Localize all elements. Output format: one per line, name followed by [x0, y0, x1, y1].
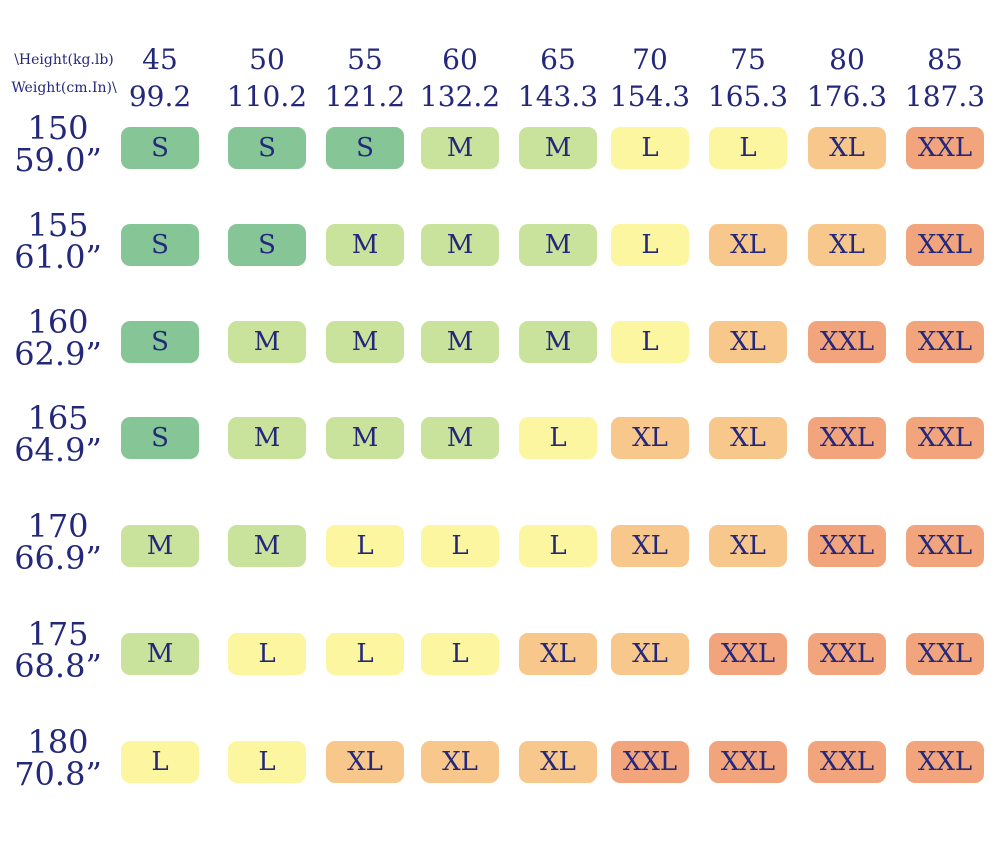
size-cell: XL	[421, 741, 499, 783]
weight-kg: 50	[249, 43, 285, 76]
height-in: 59.0”	[14, 141, 102, 179]
weight-lb: 154.3	[609, 80, 691, 113]
size-cell: S	[326, 127, 404, 169]
height-in: 62.9”	[14, 335, 102, 373]
size-cell: XL	[808, 127, 886, 169]
height-in: 70.8”	[14, 755, 102, 793]
size-cell: XXL	[709, 633, 787, 675]
weight-lb: 132.2	[419, 80, 501, 113]
size-cell: L	[121, 741, 199, 783]
size-cell: XL	[709, 525, 787, 567]
size-cell: L	[709, 127, 787, 169]
size-cell: XXL	[808, 321, 886, 363]
height-in: 66.9”	[14, 539, 102, 577]
size-cell: XXL	[808, 525, 886, 567]
size-cell: XXL	[906, 321, 984, 363]
size-cell: XXL	[808, 417, 886, 459]
size-cell: XL	[611, 417, 689, 459]
size-cell: L	[421, 525, 499, 567]
height-cm: 175	[27, 615, 89, 653]
weight-lb: 121.2	[324, 80, 406, 113]
size-cell: S	[121, 417, 199, 459]
size-cell: L	[519, 525, 597, 567]
weight-kg: 70	[632, 43, 668, 76]
weight-lb: 176.3	[806, 80, 888, 113]
corner-label: Weight(cm.In)\	[11, 80, 117, 96]
size-cell: XL	[326, 741, 404, 783]
weight-kg: 75	[730, 43, 766, 76]
size-cell: M	[519, 224, 597, 266]
size-cell: XL	[709, 224, 787, 266]
weight-lb: 165.3	[707, 80, 789, 113]
size-cell: L	[611, 224, 689, 266]
weight-kg: 45	[142, 43, 178, 76]
size-cell: S	[228, 224, 306, 266]
size-cell: M	[228, 525, 306, 567]
size-cell: M	[326, 321, 404, 363]
size-cell: L	[611, 321, 689, 363]
weight-lb: 99.2	[128, 80, 192, 113]
weight-kg: 85	[927, 43, 963, 76]
size-cell: XXL	[906, 525, 984, 567]
size-cell: M	[421, 224, 499, 266]
size-cell: M	[421, 321, 499, 363]
weight-kg: 60	[442, 43, 478, 76]
size-cell: M	[326, 224, 404, 266]
weight-kg: 65	[540, 43, 576, 76]
size-cell: XL	[709, 417, 787, 459]
size-cell: L	[228, 633, 306, 675]
size-cell: XL	[709, 321, 787, 363]
size-cell: S	[121, 127, 199, 169]
size-cell: L	[611, 127, 689, 169]
size-cell: XXL	[906, 633, 984, 675]
height-cm: 150	[27, 109, 89, 147]
size-cell: M	[121, 633, 199, 675]
size-cell: XL	[611, 525, 689, 567]
size-cell: M	[421, 417, 499, 459]
corner-label: \Height(kg.lb)	[14, 52, 114, 68]
size-cell: S	[228, 127, 306, 169]
size-cell: XXL	[611, 741, 689, 783]
size-cell: XXL	[808, 741, 886, 783]
height-cm: 165	[27, 399, 89, 437]
size-cell: XXL	[709, 741, 787, 783]
height-in: 68.8”	[14, 647, 102, 685]
size-cell: XXL	[906, 224, 984, 266]
size-cell: L	[421, 633, 499, 675]
weight-kg: 80	[829, 43, 865, 76]
size-cell: L	[326, 525, 404, 567]
height-in: 61.0”	[14, 238, 102, 276]
size-cell: M	[326, 417, 404, 459]
size-cell: M	[228, 321, 306, 363]
size-cell: L	[519, 417, 597, 459]
size-cell: XL	[611, 633, 689, 675]
size-cell: L	[326, 633, 404, 675]
size-cell: M	[519, 127, 597, 169]
height-cm: 155	[27, 206, 89, 244]
size-cell: XXL	[906, 741, 984, 783]
size-cell: XXL	[808, 633, 886, 675]
height-cm: 160	[27, 303, 89, 341]
weight-lb: 187.3	[904, 80, 986, 113]
size-cell: M	[519, 321, 597, 363]
size-cell: XXL	[906, 127, 984, 169]
weight-kg: 55	[347, 43, 383, 76]
height-in: 64.9”	[14, 431, 102, 469]
height-cm: 170	[27, 507, 89, 545]
weight-lb: 143.3	[517, 80, 599, 113]
size-cell: XL	[519, 633, 597, 675]
size-cell: XL	[808, 224, 886, 266]
size-cell: S	[121, 321, 199, 363]
size-cell: XL	[519, 741, 597, 783]
size-cell: M	[228, 417, 306, 459]
size-cell: L	[228, 741, 306, 783]
size-cell: M	[421, 127, 499, 169]
height-cm: 180	[27, 723, 89, 761]
size-cell: XXL	[906, 417, 984, 459]
size-cell: M	[121, 525, 199, 567]
size-cell: S	[121, 224, 199, 266]
weight-lb: 110.2	[226, 80, 308, 113]
